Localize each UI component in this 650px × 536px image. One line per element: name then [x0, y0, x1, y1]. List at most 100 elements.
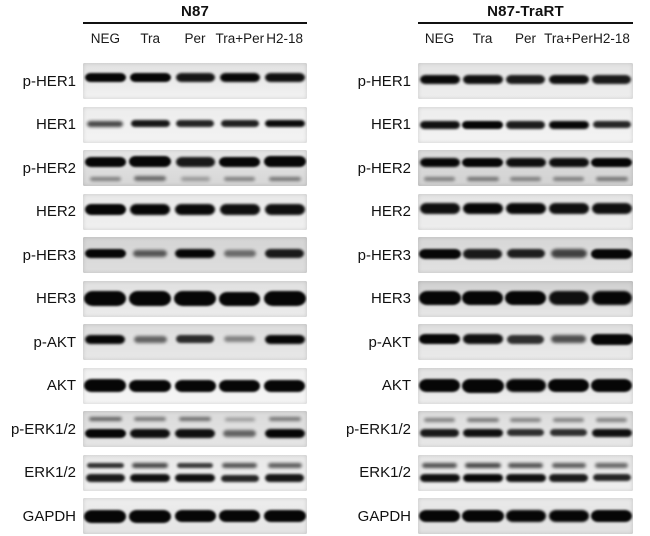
band: [505, 379, 546, 392]
blot-row-her3: HER3: [335, 280, 633, 317]
blot-row-her2: HER2: [0, 193, 307, 230]
band: [87, 120, 124, 127]
band: [265, 248, 305, 258]
band: [175, 474, 215, 483]
blot-row-p-akt: p-AKT: [0, 324, 307, 360]
band: [219, 291, 261, 306]
panel-n87: N87 NEG Tra Per Tra+Per H2-18 p-HER1 HER1 p-HE…: [0, 0, 307, 536]
band: [220, 474, 259, 482]
band: [463, 248, 502, 259]
blot-row-her2: HER2: [335, 193, 633, 230]
title-underline: [418, 22, 633, 24]
target-label-akt: AKT: [46, 377, 76, 394]
band: [505, 158, 546, 168]
lane-label-neg: NEG: [90, 31, 121, 46]
band: [462, 334, 503, 345]
blot-strip-akt: [418, 367, 633, 404]
band: [220, 120, 259, 128]
band: [224, 336, 256, 343]
band: [222, 462, 258, 468]
band: [506, 74, 545, 84]
band: [506, 120, 545, 129]
lane-labels: NEG Tra Per Tra+Per H2-18: [418, 24, 633, 48]
band: [548, 203, 589, 215]
target-label-erk1-2: ERK1/2: [24, 464, 76, 481]
band: [175, 156, 215, 167]
target-label-gapdh: GAPDH: [357, 507, 411, 525]
blot-row-erk1-2: ERK1/2: [0, 454, 307, 491]
blot-row-gapdh: GAPDH: [0, 498, 307, 534]
band: [133, 335, 167, 343]
band: [418, 290, 461, 305]
blot-strip-p-akt: [83, 324, 307, 360]
band: [264, 429, 305, 439]
band: [591, 290, 632, 305]
band: [224, 417, 255, 421]
band: [176, 335, 214, 344]
band: [129, 509, 172, 523]
band: [263, 510, 306, 522]
blot-row-her3: HER3: [0, 280, 307, 317]
band: [130, 120, 170, 128]
blot-strip-her3: [83, 280, 307, 317]
band: [508, 462, 543, 468]
band: [590, 333, 633, 345]
band: [419, 379, 460, 392]
blot-strip-p-her1: [83, 63, 307, 99]
lane-label-tra: Tra: [472, 31, 493, 46]
band: [219, 156, 261, 167]
band: [505, 473, 546, 482]
target-label-her3: HER3: [370, 290, 411, 307]
band: [419, 158, 460, 168]
blot-row-erk1-2: ERK1/2: [335, 454, 633, 491]
band: [263, 291, 306, 306]
band: [175, 248, 215, 258]
band: [134, 417, 167, 422]
band: [592, 121, 631, 128]
band: [591, 510, 632, 522]
target-label-p-her3: p-HER3: [22, 246, 76, 264]
band: [550, 249, 587, 259]
band: [550, 429, 587, 437]
band: [84, 291, 127, 306]
band: [506, 249, 545, 259]
target-label-her2: HER2: [370, 203, 411, 220]
blot-strip-her3: [418, 280, 633, 317]
band: [85, 474, 125, 483]
blot-row-p-her3: p-HER3: [0, 237, 307, 273]
band: [505, 203, 546, 215]
band: [129, 291, 172, 306]
band: [84, 379, 127, 392]
band: [174, 379, 216, 392]
band: [264, 120, 305, 128]
band: [462, 473, 503, 482]
band: [462, 290, 503, 305]
band: [424, 176, 455, 181]
band: [263, 156, 306, 168]
band: [88, 417, 122, 422]
panel-header: N87 NEG Tra Per Tra+Per H2-18: [83, 0, 307, 48]
blot-strip-erk1-2: [418, 454, 633, 491]
band: [466, 418, 499, 422]
band: [130, 474, 171, 483]
band: [548, 290, 589, 305]
band: [462, 158, 503, 168]
band: [591, 248, 632, 259]
band: [129, 156, 172, 168]
panel-n87-trart: N87-TraRT NEG Tra Per Tra+Per H2-18 p-HER1 HE…: [335, 0, 633, 536]
blot-row-akt: AKT: [0, 367, 307, 404]
target-label-p-her2: p-HER2: [22, 159, 76, 177]
band: [420, 428, 459, 437]
blot-row-p-her1: p-HER1: [335, 63, 633, 99]
band: [422, 462, 457, 468]
blot-strip-p-her2: [418, 150, 633, 186]
band: [505, 510, 546, 522]
band: [84, 509, 127, 523]
band: [595, 462, 628, 468]
blot-strip-gapdh: [83, 498, 307, 534]
lane-label-per: Per: [184, 31, 206, 46]
band: [510, 418, 541, 422]
blot-row-p-akt: p-AKT: [335, 324, 633, 360]
band: [180, 176, 210, 181]
